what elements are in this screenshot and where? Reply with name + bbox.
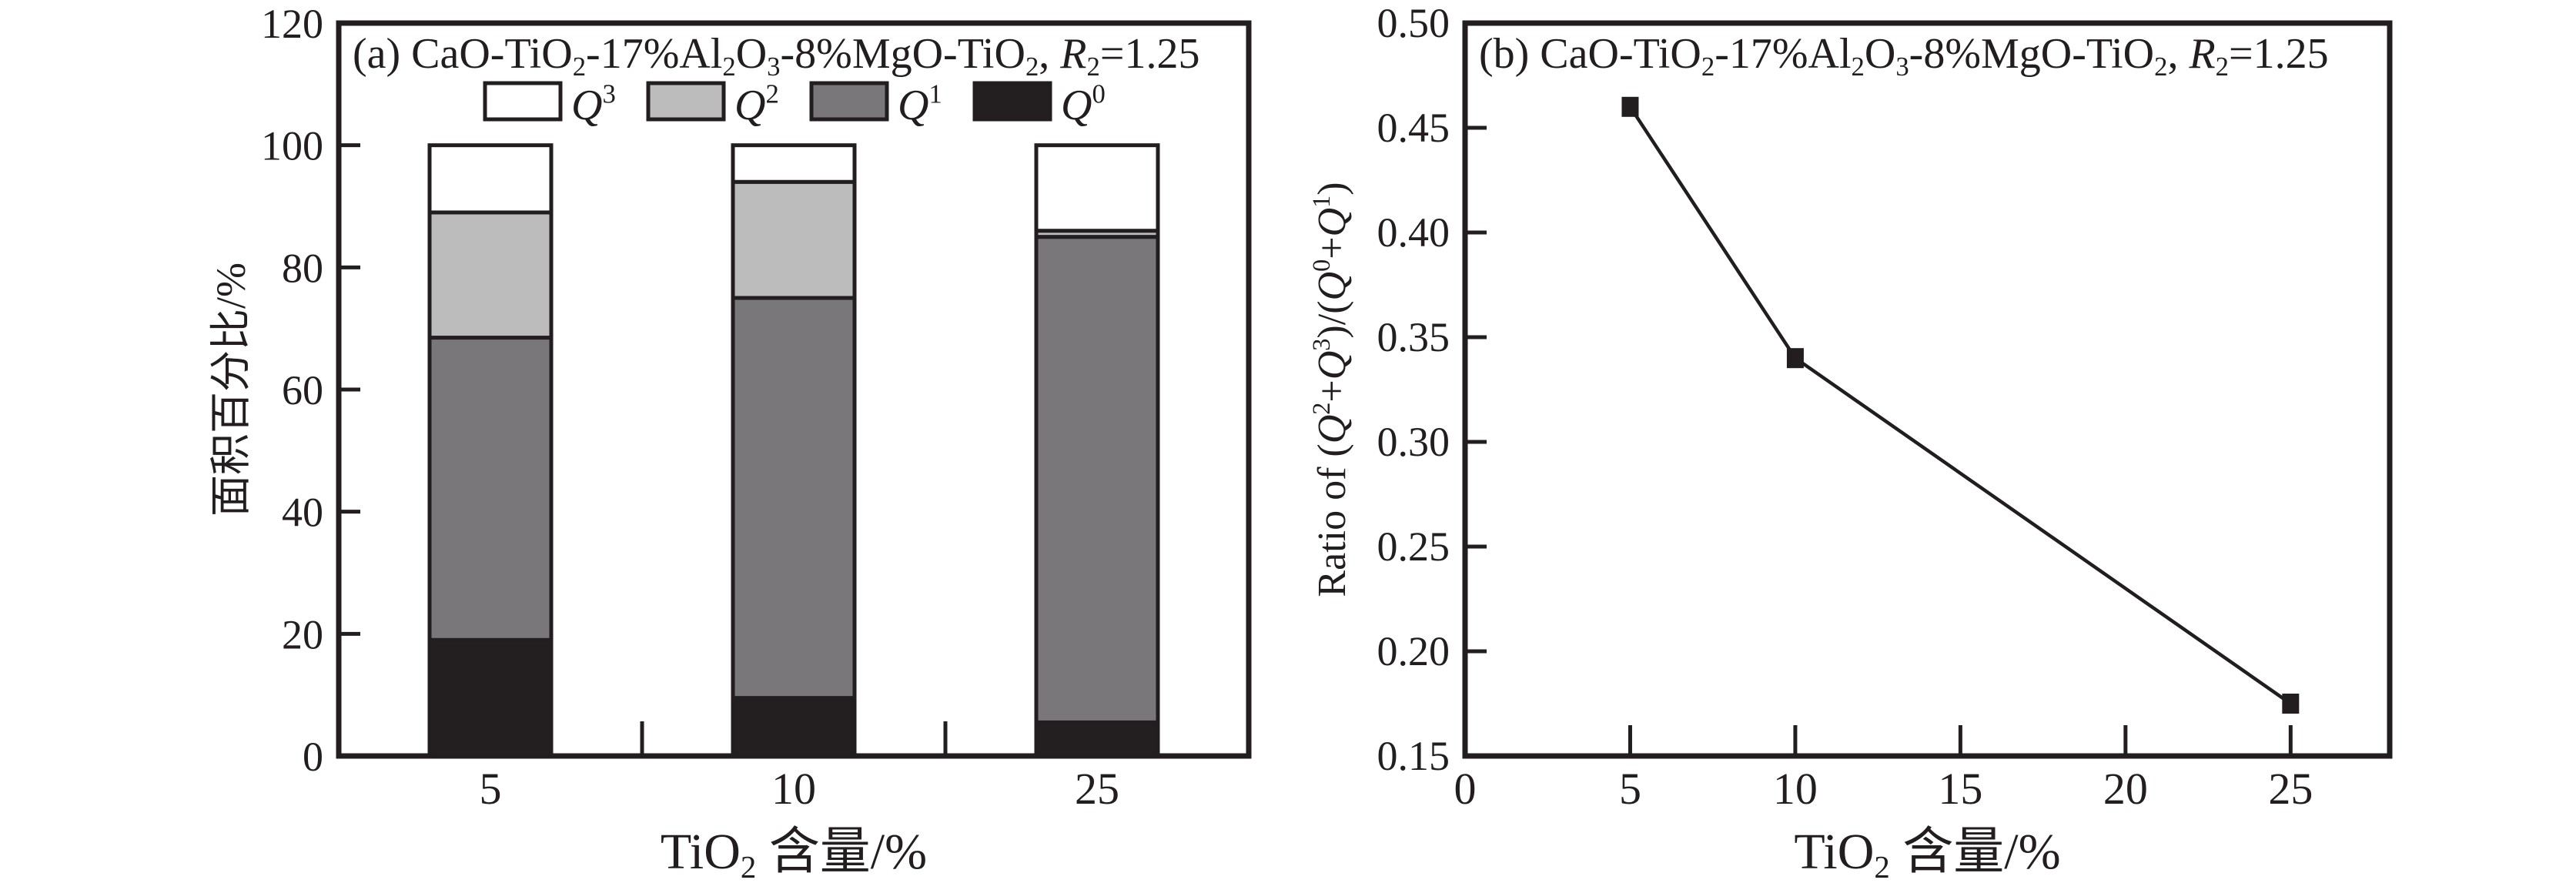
bar-segment-q3-cat2 [731, 143, 857, 184]
panel-b-x-tick-label: 5 [1619, 764, 1641, 814]
panel-b-y-tick-label: 0.35 [1377, 314, 1450, 360]
panel-a-y-tick-label: 20 [282, 611, 323, 657]
panel-b-x-tick-label: 15 [1938, 764, 1982, 814]
panel-b: 0.15 0.20 0.25 0.30 0.35 0.40 0.45 0.50 0 5 10 15 20… [1307, 0, 2393, 883]
panel-b-frame [1462, 20, 2393, 759]
panel-b-x-tick-label: 25 [2268, 764, 2313, 814]
legend-label-q3: Q3 [571, 79, 616, 129]
bar-segment-q0-cat3 [1034, 720, 1160, 758]
bar-segment-q3-cat3 [1034, 143, 1160, 233]
bar-segment-q0-cat1 [427, 637, 554, 758]
panel-b-y-tick-label: 0.15 [1377, 733, 1450, 779]
data-point-marker [1786, 348, 1804, 369]
panel-a-y-tick-label: 60 [282, 367, 323, 413]
panel-b-y-tick-label: 0.50 [1377, 0, 1450, 46]
panel-a-title: (a) CaO-TiO2-17%Al2O3-8%MgO-TiO2, R2=1.2… [353, 30, 1199, 82]
panel-a-y-tick-label: 100 [261, 123, 323, 169]
panel-a-y-tick-label: 120 [261, 1, 323, 47]
panel-b-y-tick-label: 0.25 [1377, 523, 1450, 570]
bar-segment-q2-cat1 [427, 210, 554, 340]
panel-b-y-tick-label: 0.45 [1377, 105, 1450, 151]
bar-segment-q3-cat1 [427, 143, 554, 215]
panel-b-x-tick-label: 10 [1773, 764, 1818, 814]
panel-a-y-tick-label: 0 [303, 734, 323, 780]
panel-b-x-tick-label: 0 [1454, 764, 1477, 814]
data-point-marker [1621, 96, 1639, 117]
panel-a-x-axis-title: TiO2 含量/% [661, 824, 927, 883]
panel-a-x-tick-label: 5 [480, 764, 502, 814]
legend-swatch-q1 [809, 81, 889, 122]
bar-segment-q1-cat2 [731, 296, 857, 701]
panel-a: 0 20 40 60 80 100 120 5 10 25 Q3 Q2 Q1 Q0(a) CaO-TiO2… [208, 1, 1252, 883]
bar-segment-q0-cat2 [731, 696, 857, 758]
series-line [1628, 105, 2292, 705]
panel-a-x-tick-label: 10 [771, 764, 816, 814]
panel-b-y-axis-title: Ratio of (Q2+Q3)/(Q0+Q1) [1307, 182, 1354, 597]
panel-b-y-tick-label: 0.30 [1377, 419, 1450, 465]
panel-b-x-tick-label: 20 [2103, 764, 2148, 814]
panel-b-x-axis-title: TiO2 含量/% [1794, 824, 2060, 883]
legend-label-q1: Q1 [898, 79, 942, 129]
panel-a-y-tick-label: 80 [282, 245, 323, 291]
legend-swatch-q0 [972, 81, 1052, 122]
panel-b-y-tick-label: 0.40 [1377, 209, 1450, 256]
panel-a-x-tick-label: 25 [1075, 764, 1119, 814]
panel-b-title: (b) CaO-TiO2-17%Al2O3-8%MgO-TiO2, R2=1.2… [1479, 30, 2329, 82]
legend-swatch-q3 [483, 81, 563, 122]
panel-a-y-tick-label: 40 [282, 490, 323, 536]
bar-segment-q2-cat2 [731, 179, 857, 300]
panel-a-y-axis-title: 面积百分比/% [208, 263, 254, 517]
legend-label-q0: Q0 [1061, 79, 1106, 129]
legend-swatch-q2 [646, 81, 726, 122]
bar-segment-q1-cat3 [1034, 235, 1160, 724]
data-point-marker [2282, 694, 2300, 714]
legend-label-q2: Q2 [734, 79, 779, 129]
bar-segment-q1-cat1 [427, 336, 554, 642]
panel-b-y-tick-label: 0.20 [1377, 628, 1450, 674]
